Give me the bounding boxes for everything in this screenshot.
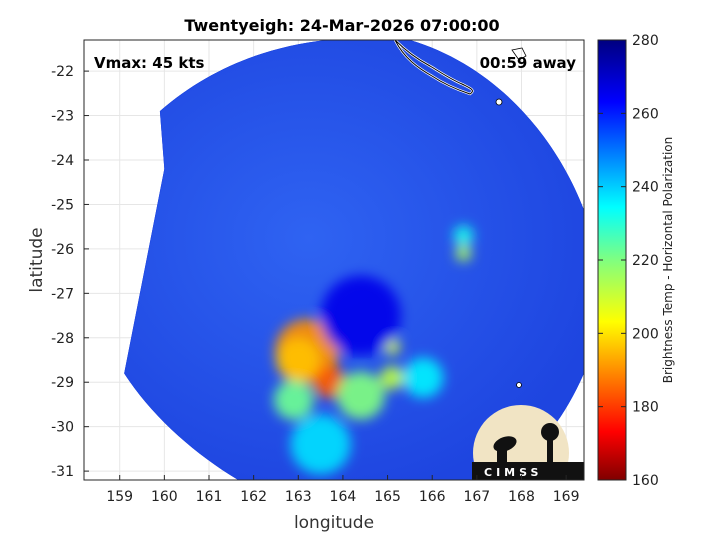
x-tick-label: 161 <box>196 489 223 505</box>
logo-building <box>497 448 507 462</box>
x-tick-label: 169 <box>553 489 580 505</box>
x-tick-label: 165 <box>374 489 401 505</box>
logo-backdrop <box>473 405 569 480</box>
colorbar-tick-label: 220 <box>632 253 659 269</box>
axes-frame <box>83 39 585 481</box>
y-tick-label: -27 <box>51 286 74 302</box>
island-dot-2 <box>516 382 522 388</box>
x-tick-label: 168 <box>508 489 535 505</box>
x-tick-label: 159 <box>106 489 133 505</box>
colorbar-tick-label: 200 <box>632 326 659 342</box>
y-tick-label: -28 <box>51 331 74 347</box>
y-tick-label: -26 <box>51 242 74 258</box>
logo-banner <box>472 462 584 480</box>
coastline-edge <box>394 40 473 95</box>
x-tick-label: 167 <box>463 489 490 505</box>
island-dot <box>495 98 503 106</box>
x-tick-label: 162 <box>240 489 267 505</box>
swath-feature <box>403 357 444 398</box>
logo-text: CIMSS <box>484 466 542 479</box>
swath-feature <box>320 275 401 356</box>
swath-feature <box>380 365 405 390</box>
swath-edge <box>124 40 584 480</box>
x-tick-label: 160 <box>151 489 178 505</box>
swath-feature <box>455 245 472 262</box>
logo-water-tower <box>541 423 559 441</box>
colorbar-tick-label: 160 <box>632 473 659 489</box>
y-tick-label: -24 <box>51 153 74 169</box>
x-tick-label: 163 <box>285 489 312 505</box>
y-tick-label: -31 <box>51 464 74 480</box>
swath-feature <box>290 414 351 475</box>
x-axis: 159 160 161 162 163 164 165 166 167 168 169 <box>106 475 580 505</box>
swath-area <box>124 40 584 480</box>
swath-feature <box>453 225 474 246</box>
colorbar-tick-label: 260 <box>632 106 659 122</box>
logo-tower-post <box>547 438 553 462</box>
y-axis: -22 -23 -24 -25 -26 -27 -28 -29 -30 -31 <box>51 64 89 480</box>
colorbar-tick-label: 180 <box>632 400 659 416</box>
cimss-logo: CIMSS <box>472 405 584 480</box>
colorbar-tick-label: 240 <box>632 180 659 196</box>
logo-dish <box>493 436 517 452</box>
swath-feature <box>273 380 314 420</box>
y-tick-label: -29 <box>51 375 74 391</box>
swath-feature <box>336 371 385 420</box>
colorbar-tick-label: 280 <box>632 33 659 49</box>
swath-features <box>273 225 474 475</box>
island-edge <box>511 47 527 61</box>
y-tick-label: -22 <box>51 64 74 80</box>
y-tick-label: -23 <box>51 109 74 125</box>
colorbar-ticks: 280 260 240 220 200 180 160 <box>598 33 659 489</box>
vmax-annotation: Vmax: 45 kts <box>94 54 204 72</box>
swath-feature <box>276 338 321 382</box>
y-tick-label: -25 <box>51 197 74 213</box>
y-tick-label: -30 <box>51 420 74 436</box>
colorbar-label: Brightness Temp - Horizontal Polarizatio… <box>661 137 675 384</box>
x-axis-label: longitude <box>294 513 374 533</box>
x-tick-label: 166 <box>419 489 446 505</box>
time-away-annotation: 00:59 away <box>480 54 577 72</box>
y-axis-label: latitude <box>27 227 47 292</box>
chart-title: Twentyeigh: 24-Mar-2026 07:00:00 <box>184 16 499 35</box>
x-tick-label: 164 <box>330 489 357 505</box>
